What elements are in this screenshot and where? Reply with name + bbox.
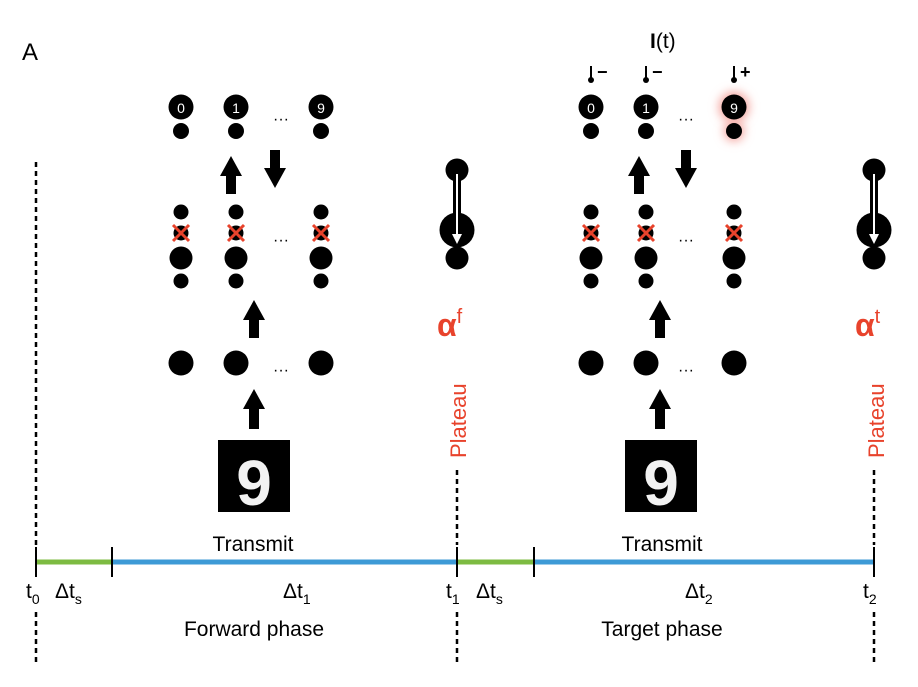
label-dt1-sub: 1 (303, 591, 311, 607)
timeline (35, 547, 875, 577)
forward-hidden-unit-2 (224, 204, 248, 289)
current-sign-0: − (597, 62, 608, 82)
label-dt2-base: Δt (685, 580, 705, 603)
target-hidden-unit-2 (634, 204, 658, 289)
label-dt1-base: Δt (283, 580, 303, 603)
label-dt2: Δt2 (685, 580, 713, 607)
forward-hidden-unit-n (309, 204, 333, 289)
label-dt1: Δt1 (283, 580, 311, 607)
forward-input-unit-1 (168, 350, 194, 376)
alpha-target: αt (855, 306, 881, 343)
label-t0-sub: 0 (32, 591, 40, 607)
target-up-arrow-middle (649, 300, 671, 338)
label-dts-2-base: Δt (476, 580, 496, 603)
target-output-label-1: 1 (642, 100, 650, 116)
alpha-forward-sup: f (457, 306, 463, 328)
forward-hidden-ellipsis: ··· (273, 232, 289, 249)
forward-plateau-neuron (439, 158, 475, 270)
alpha-forward-symbol: α (437, 307, 457, 343)
forward-input-image: 9 (218, 440, 290, 519)
target-transmit-label: Transmit (622, 533, 703, 556)
current-injection-0: − (588, 62, 608, 83)
output-label-9: 9 (317, 100, 325, 116)
target-input-unit-2 (633, 350, 659, 376)
output-label-1: 1 (232, 100, 240, 116)
target-hidden-ellipsis: ··· (678, 232, 694, 249)
target-input-unit-1 (578, 350, 604, 376)
target-output-label-0: 0 (587, 100, 595, 116)
forward-input-unit-2 (223, 350, 249, 376)
label-dt2-sub: 2 (705, 591, 713, 607)
target-plateau-label: Plateau (864, 383, 889, 458)
label-t2: t2 (863, 580, 877, 607)
forward-output-unit-0: 0 (168, 94, 194, 139)
target-up-arrow-bottom (649, 389, 671, 429)
forward-network: 0 1 ··· 9 (168, 94, 334, 556)
target-input-unit-n (721, 350, 747, 376)
panel-label: A (22, 39, 38, 66)
label-t0-base: t (26, 580, 32, 603)
target-input-ellipsis: ··· (678, 362, 694, 379)
target-input-digit: 9 (643, 447, 679, 519)
target-up-arrow-top (628, 156, 650, 194)
target-down-arrow-top (675, 150, 697, 188)
label-dts-1-base: Δt (55, 580, 75, 603)
target-phase-label: Target phase (601, 618, 722, 641)
current-label-bold: I (650, 30, 656, 53)
label-dts-1: Δts (55, 580, 82, 607)
current-injection-9: + (731, 62, 751, 83)
target-hidden-unit-1 (579, 204, 603, 289)
alpha-target-symbol: α (855, 307, 875, 343)
forward-plateau-label: Plateau (446, 383, 471, 458)
label-t2-base: t (863, 580, 869, 603)
forward-output-unit-1: 1 (223, 94, 249, 139)
current-label: I(t) (650, 30, 676, 53)
forward-hidden-unit-1 (169, 204, 193, 289)
label-dts-2-sub: s (496, 591, 503, 607)
forward-input-digit: 9 (236, 447, 272, 519)
current-sign-9: + (740, 62, 751, 82)
forward-output-unit-9: 9 (308, 94, 334, 139)
forward-phase-label: Forward phase (184, 618, 324, 641)
label-t1-sub: 1 (452, 591, 460, 607)
forward-input-ellipsis: ··· (273, 362, 289, 379)
target-output-unit-1: 1 (633, 94, 659, 139)
current-sign-1: − (652, 62, 663, 82)
target-input-image: 9 (625, 440, 697, 519)
target-hidden-unit-n (722, 204, 746, 289)
alpha-target-sup: t (875, 306, 881, 328)
forward-transmit-label: Transmit (213, 533, 294, 556)
label-t1: t1 (446, 580, 460, 607)
forward-up-arrow-top (220, 156, 242, 194)
forward-output-ellipsis: ··· (273, 111, 289, 128)
label-dts-2: Δts (476, 580, 503, 607)
target-output-unit-9-highlighted: 9 (719, 92, 749, 141)
label-t2-sub: 2 (869, 591, 877, 607)
label-t0: t0 (26, 580, 40, 607)
current-label-rest: (t) (656, 30, 676, 53)
label-t1-base: t (446, 580, 452, 603)
target-output-label-9: 9 (730, 100, 738, 116)
target-plateau-neuron (856, 158, 892, 270)
label-dts-1-sub: s (75, 591, 82, 607)
target-network: − − + 0 1 ··· 9 (578, 62, 751, 556)
forward-up-arrow-middle (243, 300, 265, 338)
target-output-ellipsis: ··· (678, 111, 694, 128)
forward-down-arrow-top (264, 150, 286, 188)
current-injection-1: − (643, 62, 663, 83)
target-output-unit-0: 0 (578, 94, 604, 139)
forward-up-arrow-bottom (243, 389, 265, 429)
output-label-0: 0 (177, 100, 185, 116)
alpha-forward: αf (437, 306, 463, 343)
forward-input-unit-n (308, 350, 334, 376)
